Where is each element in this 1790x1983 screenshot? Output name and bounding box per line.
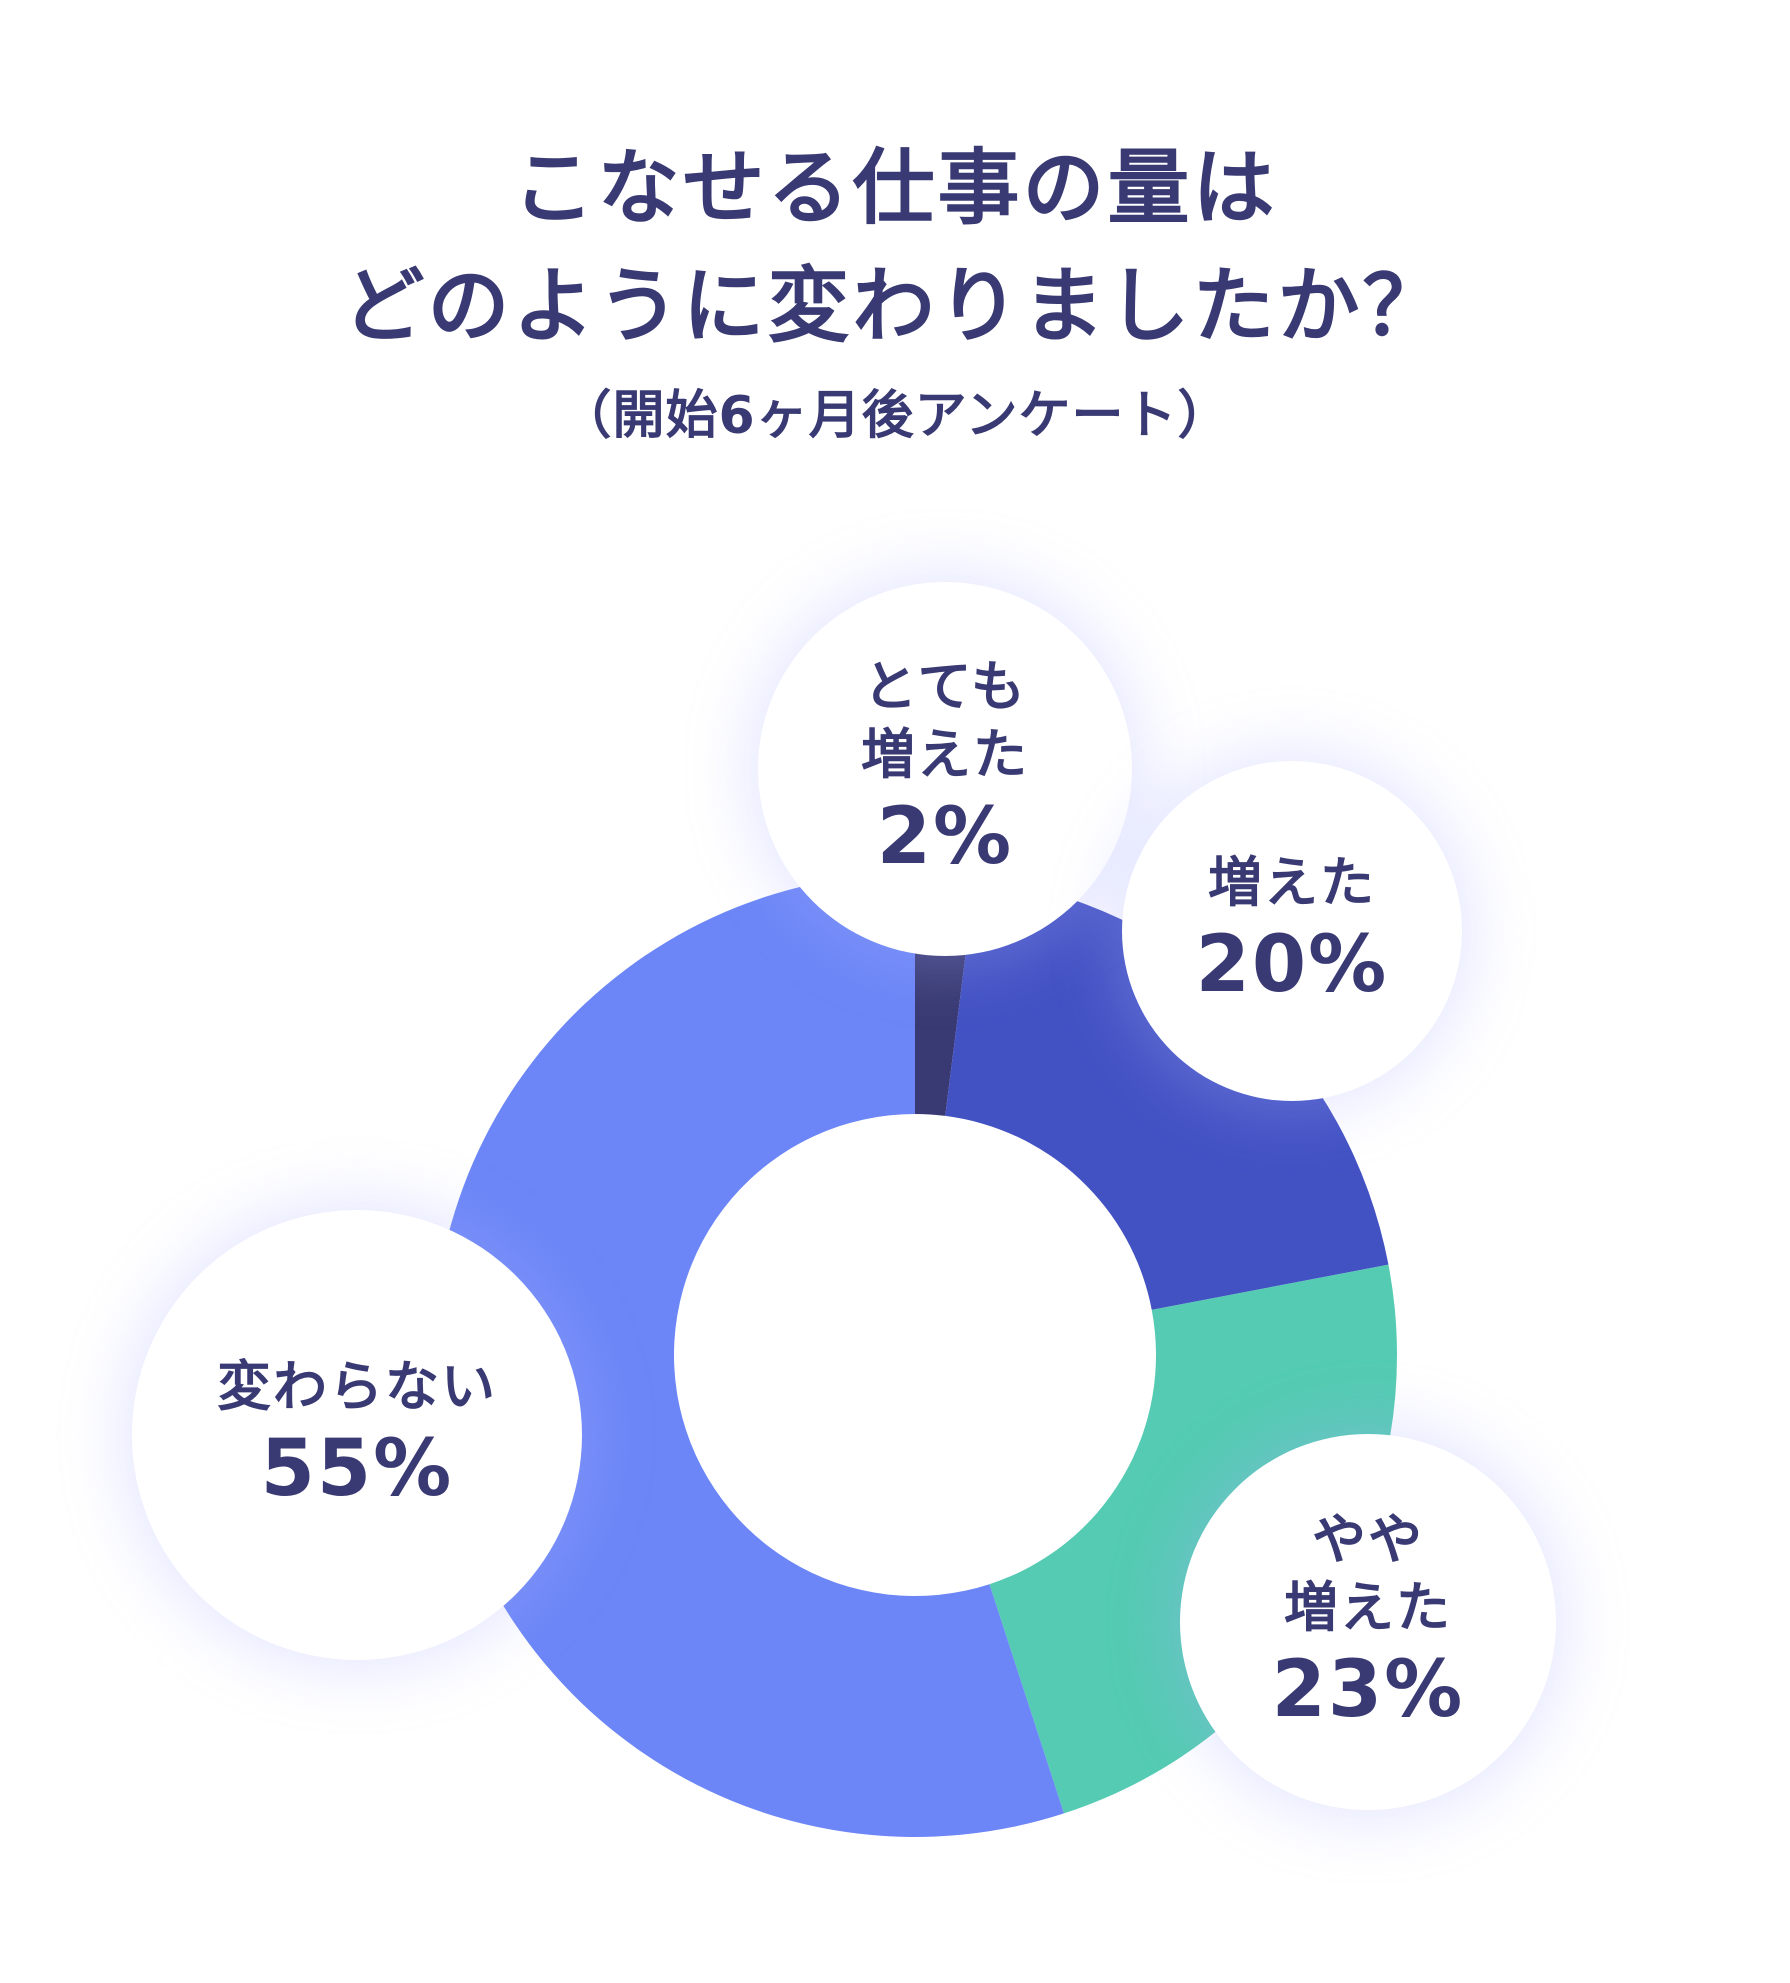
slice-value-slightly-increased: 23% xyxy=(1271,1645,1465,1735)
chart-title-line-2: どのように変わりましたか？ xyxy=(342,259,1448,354)
slice-label-bubble-increased: 増えた 20% xyxy=(1122,761,1462,1101)
slice-label-bubble-slightly-increased: やや 増えた 23% xyxy=(1180,1434,1556,1810)
slice-label-slightly-increased-line-2: 増えた xyxy=(1284,1576,1452,1639)
chart-title-line-1: こなせる仕事の量は xyxy=(512,141,1278,236)
slice-label-increased: 増えた xyxy=(1208,851,1376,914)
slice-value-increased: 20% xyxy=(1195,920,1389,1010)
chart-subtitle: （開始6ヶ月後アンケート） xyxy=(559,386,1231,446)
slice-label-bubble-very-increased: とても 増えた 2% xyxy=(758,582,1132,956)
slice-label-unchanged: 変わらない xyxy=(217,1355,497,1418)
slice-label-slightly-increased-line-1: やや xyxy=(1312,1508,1424,1571)
pie-slice-slightly-increased xyxy=(989,1264,1397,1814)
pie-slice-increased xyxy=(945,876,1389,1310)
chart-title-block: こなせる仕事の量は どのように変わりましたか？ （開始6ヶ月後アンケート） xyxy=(0,130,1790,454)
slice-value-very-increased: 2% xyxy=(876,792,1014,882)
slice-label-very-increased-line-1: とても xyxy=(863,655,1027,718)
pie-slice-unchanged xyxy=(433,873,1064,1837)
slice-label-bubble-unchanged: 変わらない 55% xyxy=(132,1210,582,1660)
slice-label-very-increased-line-2: 増えた xyxy=(861,723,1029,786)
slice-value-unchanged: 55% xyxy=(260,1424,454,1514)
